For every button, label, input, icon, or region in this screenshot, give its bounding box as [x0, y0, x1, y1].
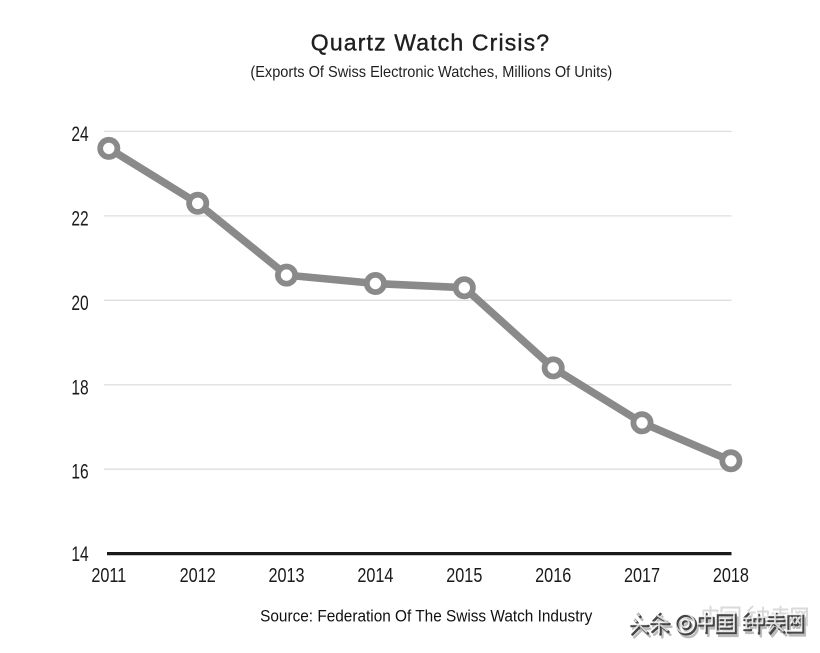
svg-text:2013: 2013: [268, 563, 304, 586]
svg-text:20: 20: [71, 290, 88, 314]
svg-text:2017: 2017: [624, 563, 660, 586]
svg-text:22: 22: [71, 206, 88, 230]
svg-text:2015: 2015: [446, 563, 482, 586]
svg-text:24: 24: [71, 122, 88, 146]
svg-text:16: 16: [71, 459, 88, 483]
svg-text:2011: 2011: [91, 563, 126, 586]
svg-text:Source: Federation Of The Swis: Source: Federation Of The Swiss Watch In…: [260, 607, 593, 626]
svg-text:2012: 2012: [180, 563, 216, 586]
svg-text:14: 14: [71, 542, 88, 566]
svg-text:(Exports Of Swiss Electronic W: (Exports Of Swiss Electronic Watches, Mi…: [250, 64, 612, 82]
svg-text:18: 18: [71, 375, 88, 399]
svg-text:2016: 2016: [535, 563, 571, 586]
svg-text:2014: 2014: [357, 563, 393, 586]
svg-text:Quartz Watch Crisis?: Quartz Watch Crisis?: [311, 30, 550, 56]
svg-text:2018: 2018: [713, 563, 749, 586]
